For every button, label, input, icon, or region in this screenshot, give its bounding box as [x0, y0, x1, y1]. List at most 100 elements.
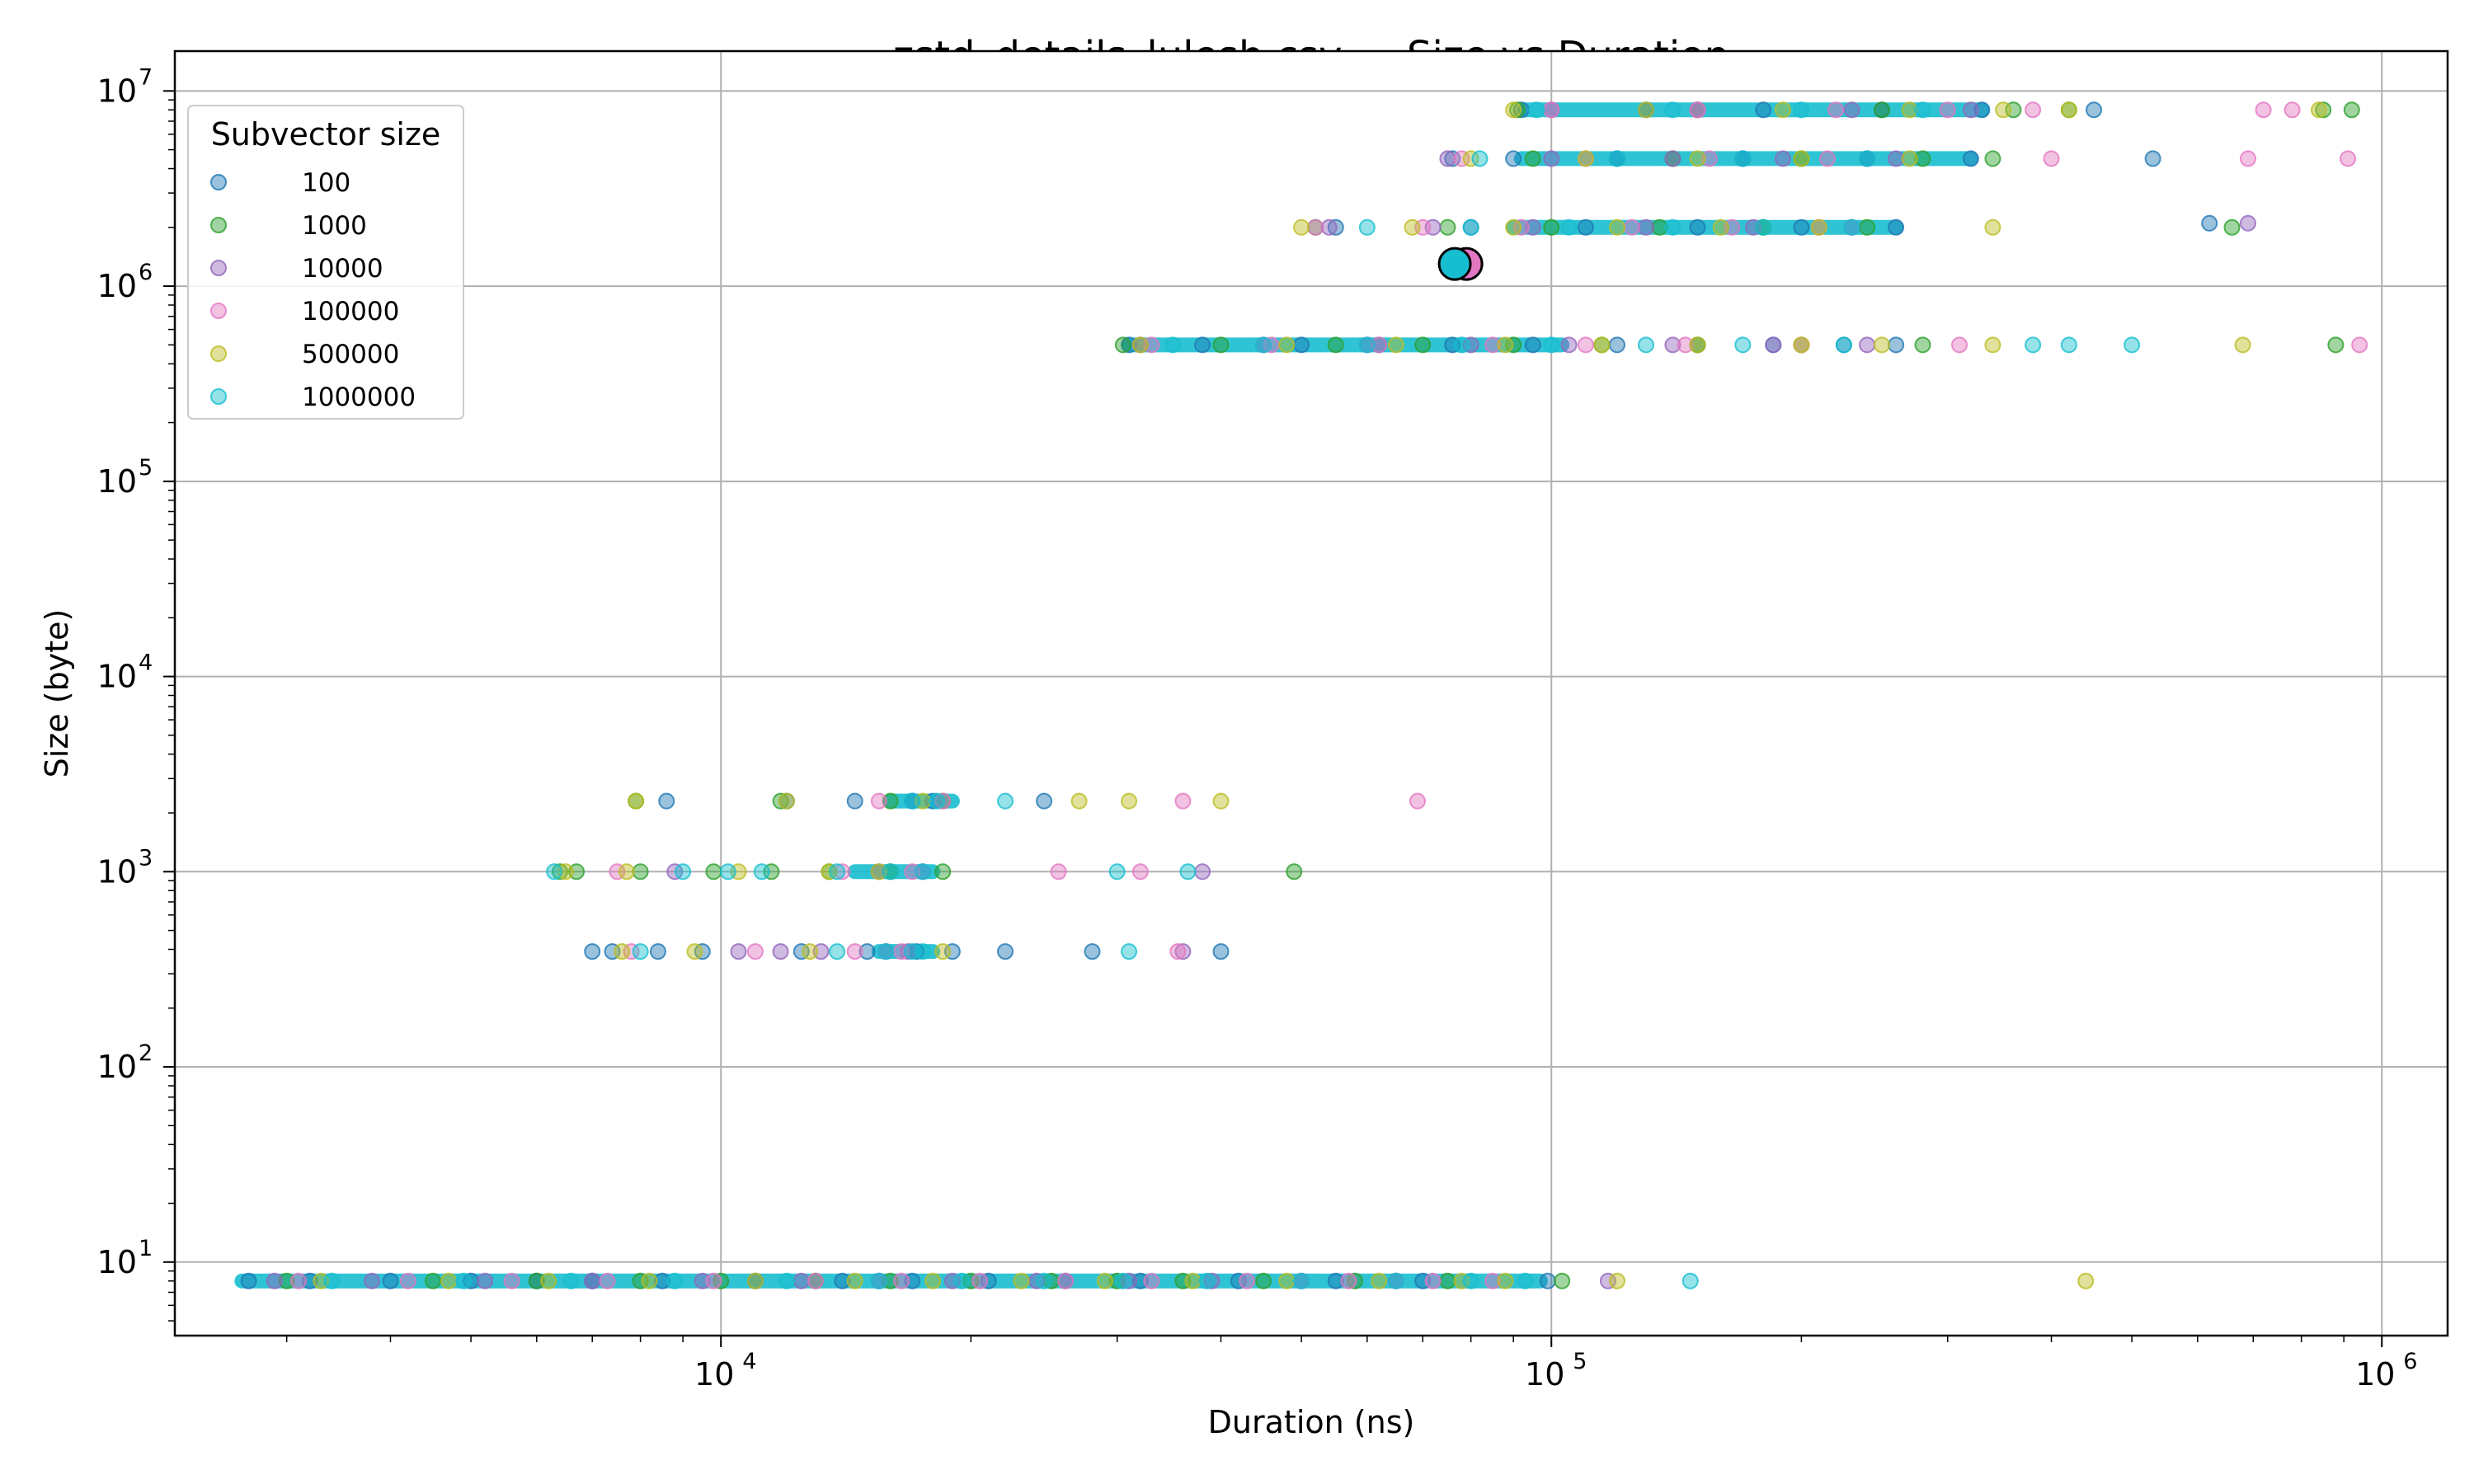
data-point	[934, 863, 952, 881]
legend-label: 100000	[302, 297, 399, 326]
legend-marker	[210, 388, 227, 405]
data-point	[658, 792, 675, 810]
data-point	[1036, 1272, 1053, 1289]
data-point	[503, 1272, 520, 1289]
data-point	[1651, 218, 1668, 236]
data-point	[834, 863, 851, 881]
data-point	[1962, 150, 1979, 167]
data-point	[1036, 792, 1053, 810]
data-point	[1873, 336, 1890, 354]
data-point	[301, 1272, 318, 1289]
data-point	[858, 943, 876, 960]
data-point	[1637, 101, 1654, 119]
data-point	[694, 1272, 711, 1289]
data-point	[1212, 336, 1230, 354]
data-point	[1835, 336, 1852, 354]
data-point	[1543, 218, 1560, 236]
data-point	[1497, 336, 1514, 354]
data-point	[1484, 336, 1502, 354]
data-point	[1121, 943, 1138, 960]
plot-area	[173, 49, 2449, 1337]
data-point	[455, 1272, 473, 1289]
data-point	[1734, 336, 1752, 354]
data-point	[562, 1272, 580, 1289]
legend-title: Subvector size	[211, 116, 441, 153]
data-point	[528, 1272, 545, 1289]
data-point	[2343, 101, 2360, 119]
data-point	[1524, 150, 1541, 167]
data-point	[870, 863, 887, 881]
data-point	[1057, 1272, 1075, 1289]
data-point	[793, 1272, 810, 1289]
data-point	[1198, 1272, 1216, 1289]
data-point	[666, 1272, 684, 1289]
data-point	[1096, 1272, 1113, 1289]
data-point	[1664, 101, 1681, 119]
data-point	[1700, 150, 1718, 167]
data-point	[1734, 150, 1752, 167]
data-point	[980, 1272, 997, 1289]
data-point	[240, 1272, 257, 1289]
data-point	[1013, 1272, 1030, 1289]
plot-background	[175, 51, 2448, 1336]
data-point	[1888, 218, 1905, 236]
data-point	[1293, 218, 1310, 236]
data-point	[870, 1272, 887, 1289]
data-point	[1560, 336, 1578, 354]
legend: Subvector size 1001000100001000005000001…	[187, 105, 464, 420]
data-point	[278, 1272, 295, 1289]
plot-frame	[173, 49, 2449, 1337]
data-point	[1577, 218, 1594, 236]
data-point	[2086, 101, 2103, 119]
data-point	[1873, 101, 1890, 119]
data-point	[1560, 218, 1578, 236]
legend-marker	[210, 260, 227, 276]
data-point	[2124, 336, 2141, 354]
data-point	[649, 943, 666, 960]
data-point	[1664, 218, 1681, 236]
series-10000	[266, 101, 2256, 1289]
data-point	[746, 943, 764, 960]
data-point	[1793, 336, 1810, 354]
data-point	[1505, 101, 1522, 119]
data-point	[1121, 792, 1138, 810]
data-point	[1121, 336, 1138, 354]
data-point	[1320, 218, 1338, 236]
data-point	[1371, 336, 1388, 354]
data-point	[1371, 1272, 1388, 1289]
data-point	[1524, 336, 1541, 354]
data-point	[424, 1272, 441, 1289]
data-point	[1951, 336, 1968, 354]
data-point	[1462, 150, 1479, 167]
data-point	[1497, 1272, 1514, 1289]
x-axis-ticks: 10 4 10 5 10 6	[285, 1336, 2417, 1392]
y-axis-label: Size (byte)	[39, 609, 75, 778]
data-point	[1070, 792, 1088, 810]
data-point	[1404, 218, 1421, 236]
data-point	[1608, 150, 1625, 167]
data-point	[882, 792, 899, 810]
y-tick-exponent: 5	[139, 455, 153, 481]
data-point	[1599, 1272, 1616, 1289]
data-point	[1114, 1272, 1131, 1289]
data-point	[2043, 150, 2060, 167]
data-point	[929, 792, 946, 810]
data-point	[2077, 1272, 2095, 1289]
data-point	[632, 863, 649, 881]
data-point	[962, 1272, 980, 1289]
y-tick-label: 10	[97, 268, 137, 304]
data-point	[1508, 101, 1526, 119]
legend-marker	[210, 345, 227, 362]
data-point	[1505, 218, 1522, 236]
data-point	[2234, 336, 2251, 354]
data-point	[2284, 101, 2301, 119]
data-point	[1194, 336, 1211, 354]
data-point	[1387, 336, 1404, 354]
data-point	[1439, 1272, 1456, 1289]
data-point	[834, 1272, 851, 1289]
data-point	[2144, 150, 2161, 167]
data-point	[1505, 150, 1522, 167]
data-point	[1453, 1272, 1470, 1289]
data-point	[382, 1272, 399, 1289]
data-point	[914, 943, 931, 960]
